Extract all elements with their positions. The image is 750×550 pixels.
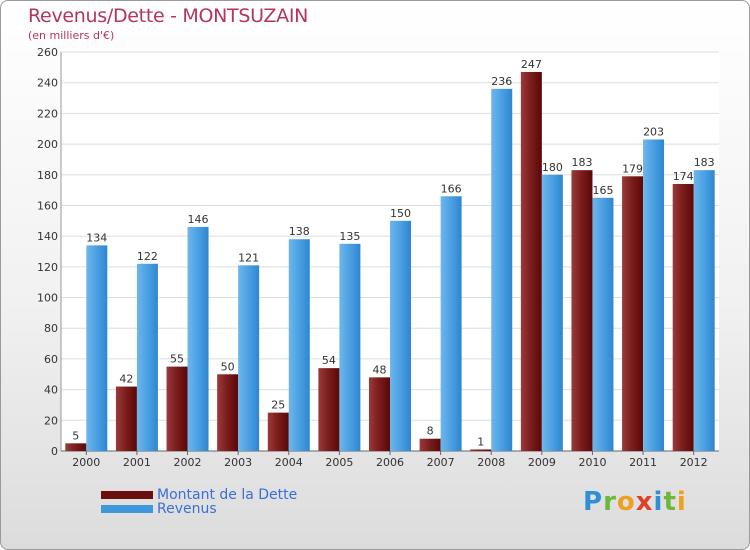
legend-item-dette: Montant de la Dette [101,487,298,503]
bar-revenus [390,220,411,451]
bar-dette [369,377,390,451]
chart-title: Revenus/Dette - MONTSUZAIN [28,5,309,27]
legend-label-dette: Montant de la Dette [157,487,298,503]
data-label-revenus: 122 [137,250,158,263]
y-tick-label: 0 [51,445,58,458]
y-tick-label: 60 [44,353,58,366]
data-label-revenus: 166 [441,182,462,195]
y-tick-label: 240 [37,77,58,90]
bar-dette [65,443,87,451]
data-label-dette: 247 [521,58,542,71]
x-tick-label: 2002 [174,456,202,469]
x-tick-label: 2008 [477,456,505,469]
proxiti-logo: Proxiti [583,487,687,517]
data-label-revenus: 135 [339,230,360,243]
data-label-dette: 5 [72,429,79,442]
x-tick-label: 2005 [325,456,353,469]
y-tick-label: 160 [37,199,58,212]
x-tick-label: 2010 [578,456,606,469]
data-label-revenus: 180 [542,161,563,174]
data-label-dette: 183 [571,156,592,169]
data-label-dette: 179 [622,162,643,175]
bar-revenus [339,243,361,451]
logo-letter: P [583,487,604,517]
x-tick-label: 2001 [123,456,151,469]
legend-label-revenus: Revenus [157,501,217,517]
data-label-dette: 48 [373,363,387,376]
bar-revenus [491,88,513,451]
bar-dette [318,368,340,451]
x-tick-label: 2011 [629,456,657,469]
x-tick-label: 2007 [427,456,455,469]
bar-revenus [541,174,563,451]
y-tick-label: 100 [37,292,58,305]
x-tick-label: 2006 [376,456,404,469]
data-label-revenus: 138 [289,225,310,238]
y-tick-label: 220 [37,107,58,120]
data-label-dette: 174 [673,170,694,183]
bar-revenus [136,263,158,451]
data-label-revenus: 236 [491,75,512,88]
data-label-dette: 1 [477,435,484,448]
legend-swatch-dette [101,491,153,499]
bar-dette [571,170,593,451]
data-label-revenus: 121 [238,251,259,264]
y-tick-label: 180 [37,169,58,182]
data-label-revenus: 134 [86,231,107,244]
logo-letter: o [616,487,636,517]
data-label-revenus: 146 [188,213,209,226]
y-tick-label: 200 [37,138,58,151]
bar-dette [267,412,289,451]
x-tick-label: 2012 [680,456,708,469]
bar-revenus [238,265,260,451]
logo-letter: t [663,487,677,517]
bar-dette [672,183,694,451]
logo-letter: r [603,487,617,517]
y-tick-label: 120 [37,261,58,274]
data-label-dette: 25 [271,399,285,412]
y-tick-label: 40 [44,384,58,397]
data-label-revenus: 165 [592,184,613,197]
bar-dette [470,449,492,451]
data-label-dette: 55 [170,353,184,366]
bar-dette [622,176,644,452]
x-tick-label: 2004 [275,456,303,469]
x-tick-label: 2009 [528,456,556,469]
data-label-dette: 8 [427,425,434,438]
bar-revenus [288,239,310,451]
bar-revenus [693,170,715,451]
bar-revenus [440,196,462,451]
data-label-revenus: 183 [694,156,715,169]
bar-revenus [187,226,209,451]
legend-swatch-revenus [101,505,153,513]
bar-dette [419,438,441,451]
data-label-revenus: 203 [643,125,664,138]
bar-dette [520,71,542,451]
x-tick-label: 2000 [72,456,100,469]
bar-dette [217,374,239,451]
y-tick-label: 140 [37,230,58,243]
bar-revenus [643,139,665,451]
bar-dette [115,386,137,451]
logo-letter: x [635,487,654,517]
y-tick-label: 80 [44,322,58,335]
bar-revenus [86,245,108,451]
y-tick-label: 260 [37,46,58,59]
logo-letter: i [653,487,664,517]
legend-item-revenus: Revenus [101,501,217,517]
bar-dette [166,366,188,451]
data-label-revenus: 150 [390,207,411,220]
data-label-dette: 50 [221,360,235,373]
data-label-dette: 54 [322,354,336,367]
chart-subtitle: (en milliers d'€) [28,29,115,42]
bar-revenus [592,197,614,451]
x-tick-label: 2003 [224,456,252,469]
y-tick-label: 20 [44,414,58,427]
logo-letter: i [676,487,687,517]
data-label-dette: 42 [119,373,133,386]
